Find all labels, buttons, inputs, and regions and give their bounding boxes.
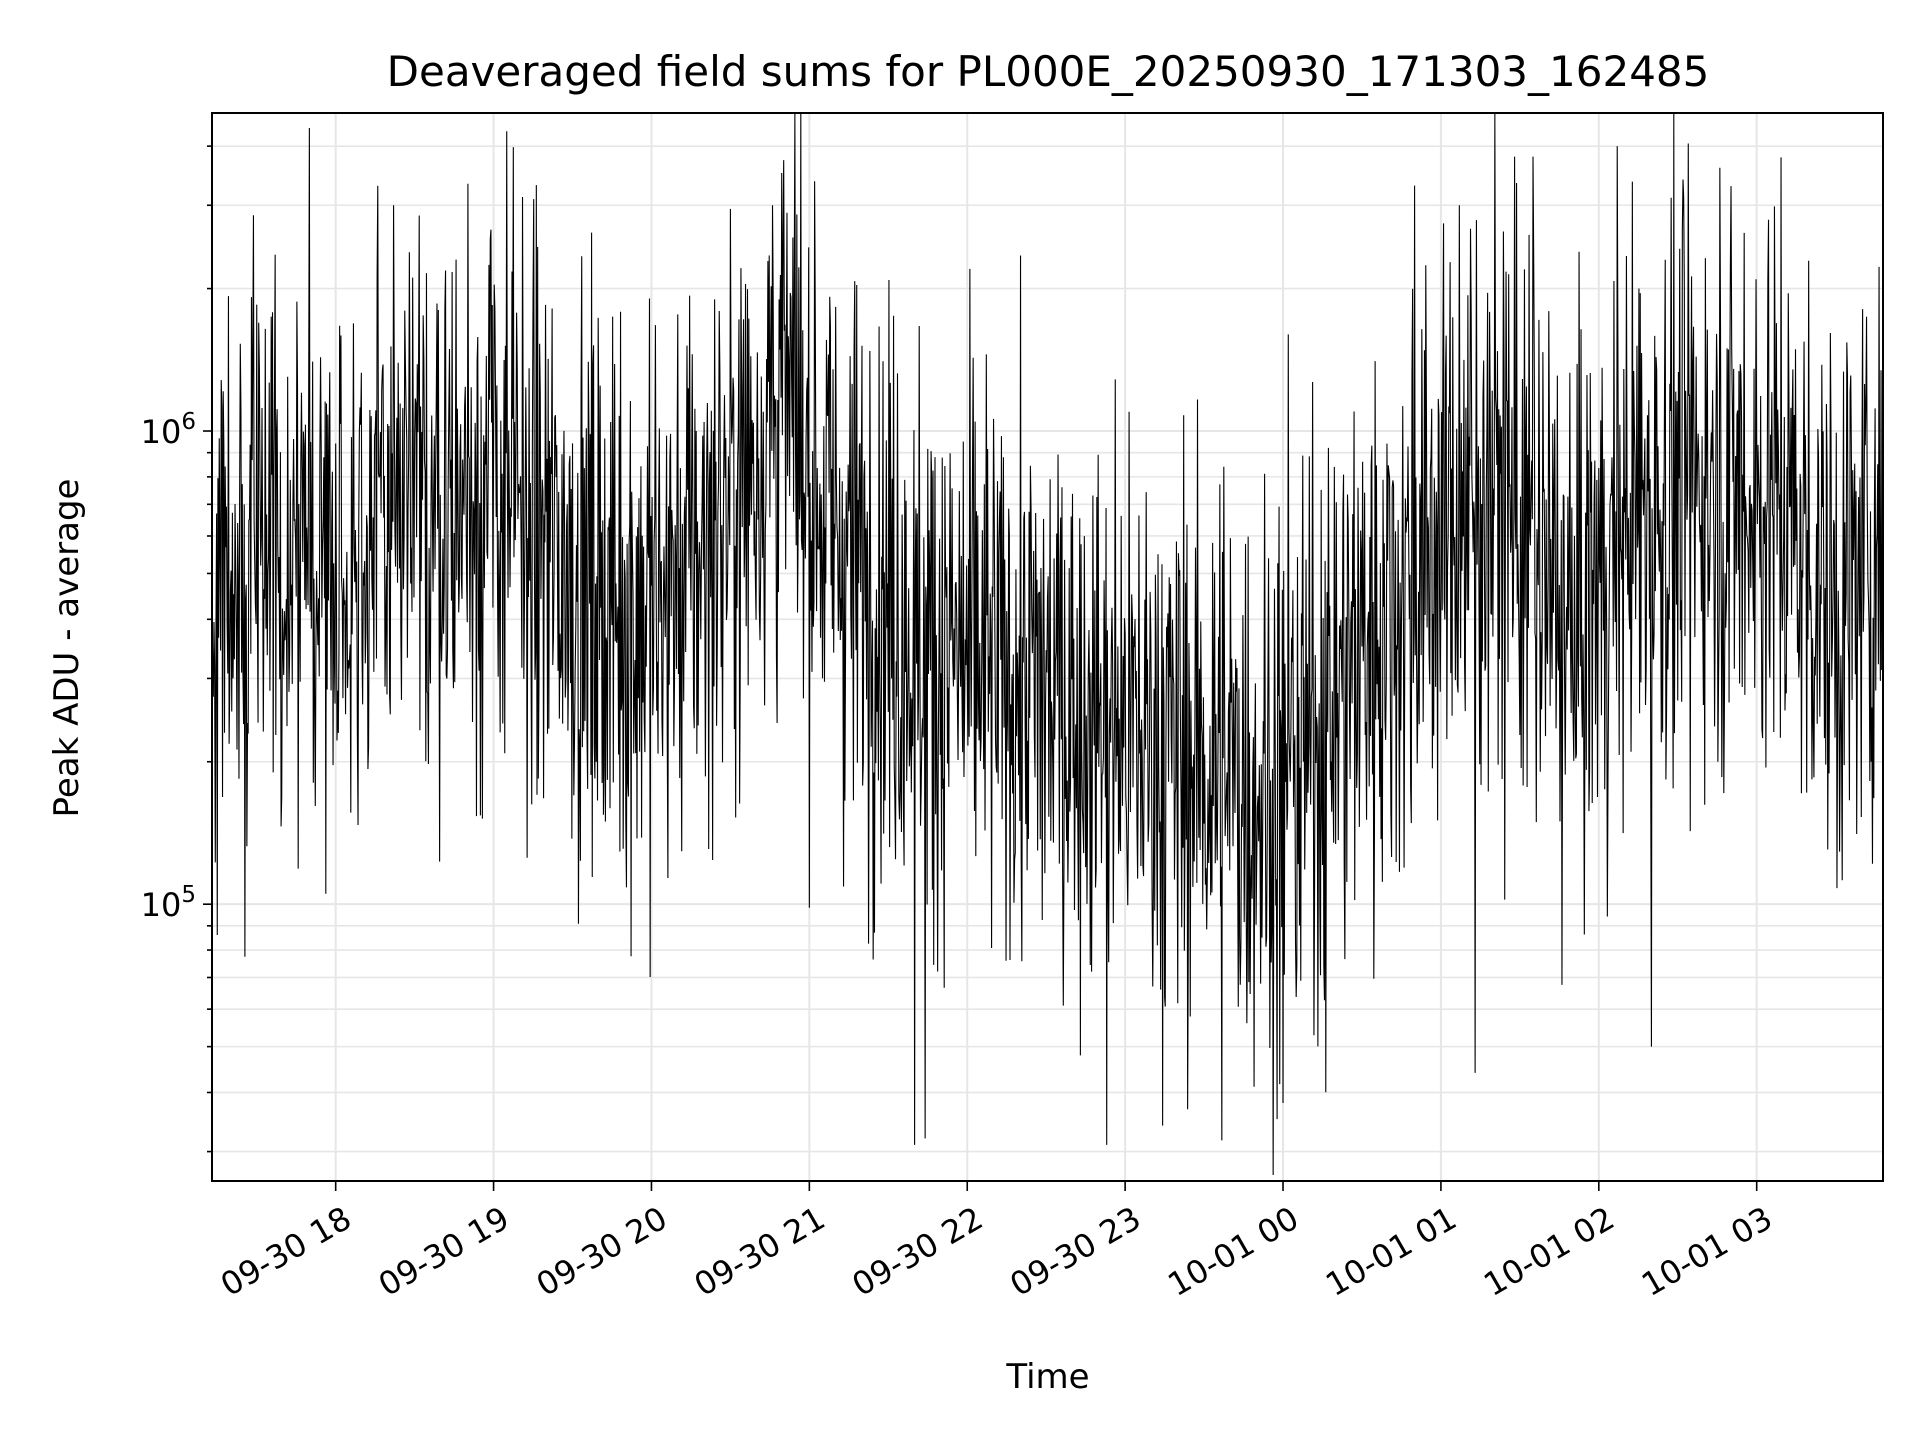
y-axis-title: Peak ADU - average [47, 479, 87, 818]
plot-frame [211, 112, 1884, 1182]
series-line [211, 112, 1884, 1176]
y-tick-label: 106 [141, 409, 196, 451]
x-axis-title: Time [1005, 1357, 1089, 1397]
y-tick-label: 105 [141, 882, 196, 924]
y-axis: 105 106 [141, 145, 212, 1153]
series-layer [211, 112, 1884, 1176]
chart-title: Deaveraged field sums for PL000E_2025093… [387, 47, 1710, 96]
